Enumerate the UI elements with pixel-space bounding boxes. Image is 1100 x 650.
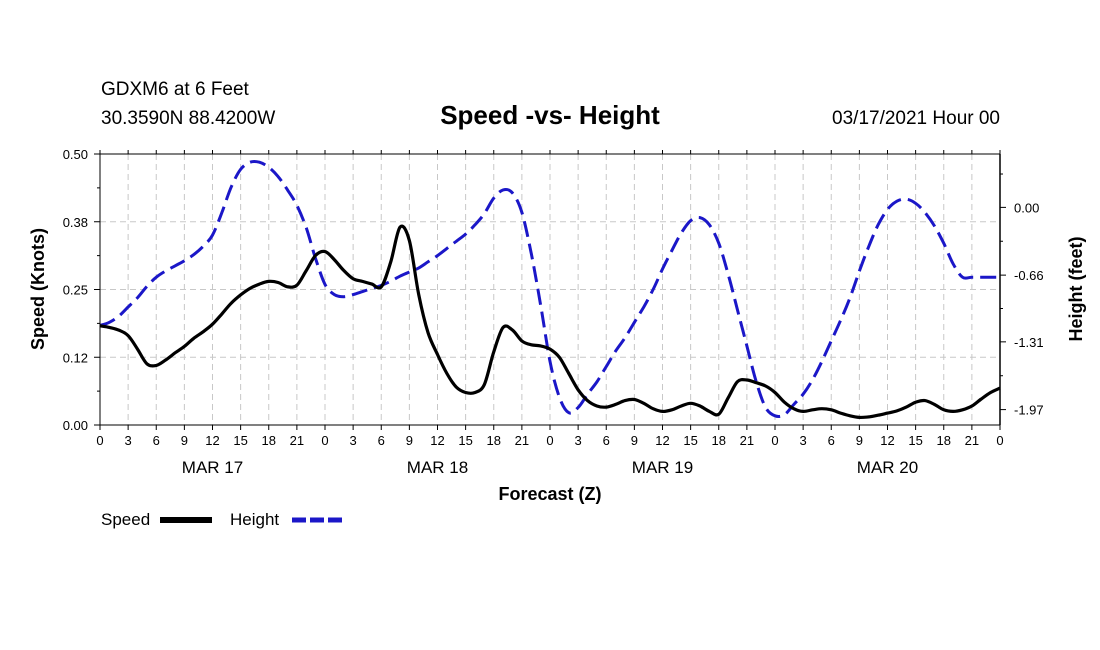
x-tick-label: 21	[290, 433, 304, 448]
day-label: MAR 20	[857, 458, 918, 477]
y-right-tick-label: -1.97	[1014, 403, 1044, 418]
x-tick-label: 9	[856, 433, 863, 448]
day-label: MAR 18	[407, 458, 468, 477]
x-tick-label: 3	[575, 433, 582, 448]
station-label: GDXM6 at 6 Feet	[101, 79, 250, 100]
y-left-tick-label: 0.00	[63, 418, 88, 433]
y-left-tick-label: 0.38	[63, 215, 88, 230]
day-label: MAR 19	[632, 458, 693, 477]
x-tick-label: 15	[233, 433, 247, 448]
y-right-tick-label: -0.66	[1014, 268, 1044, 283]
x-tick-label: 9	[406, 433, 413, 448]
x-tick-label: 6	[603, 433, 610, 448]
y-left-tick-label: 0.50	[63, 147, 88, 162]
run-datetime: 03/17/2021 Hour 00	[832, 108, 1000, 129]
grid-lines	[100, 154, 1000, 425]
x-tick-label: 6	[378, 433, 385, 448]
x-tick-label: 12	[880, 433, 894, 448]
series-layer	[99, 159, 1001, 420]
x-tick-label: 0	[96, 433, 103, 448]
x-tick-label: 6	[153, 433, 160, 448]
y-left-tick-label: 0.12	[63, 350, 88, 365]
x-axis-label: Forecast (Z)	[498, 484, 601, 504]
x-tick-label: 12	[430, 433, 444, 448]
x-tick-label: 0	[771, 433, 778, 448]
x-tick-label: 12	[205, 433, 219, 448]
x-tick-label: 18	[937, 433, 951, 448]
x-tick-label: 18	[262, 433, 276, 448]
x-tick-label: 12	[655, 433, 669, 448]
y-axis-left-label: Speed (Knots)	[28, 228, 48, 350]
x-tick-label: 0	[546, 433, 553, 448]
x-tick-label: 18	[712, 433, 726, 448]
x-tick-label: 15	[683, 433, 697, 448]
chart-title: Speed -vs- Height	[440, 100, 660, 130]
x-tick-label: 6	[828, 433, 835, 448]
y-right-tick-label: 0.00	[1014, 200, 1039, 215]
legend: Speed Height	[101, 510, 342, 529]
y-axis-right-label: Height (feet)	[1066, 237, 1086, 342]
x-tick-label: 0	[996, 433, 1003, 448]
x-tick-label: 3	[800, 433, 807, 448]
y-left-tick-label: 0.25	[63, 283, 88, 298]
legend-speed-label: Speed	[101, 510, 150, 529]
x-tick-label: 21	[740, 433, 754, 448]
y-right-tick-label: -1.31	[1014, 335, 1044, 350]
day-label: MAR 17	[182, 458, 243, 477]
x-tick-label: 21	[965, 433, 979, 448]
axes: 0 3 6 9 12 15 18 21 0 3 6 9 12 15 18 21 0 3 6 9 12 15 18 21 0 3 6 9…	[63, 147, 1044, 477]
x-tick-label: 9	[181, 433, 188, 448]
x-tick-label: 9	[631, 433, 638, 448]
x-tick-label: 15	[908, 433, 922, 448]
x-tick-label: 0	[321, 433, 328, 448]
x-tick-label: 3	[350, 433, 357, 448]
x-tick-label: 15	[458, 433, 472, 448]
x-tick-label: 3	[125, 433, 132, 448]
x-tick-label: 18	[487, 433, 501, 448]
series-speed-line	[99, 224, 1001, 420]
x-tick-label: 21	[515, 433, 529, 448]
location-label: 30.3590N 88.4200W	[101, 108, 275, 129]
legend-height-label: Height	[230, 510, 279, 529]
series-height-line	[99, 159, 1000, 418]
